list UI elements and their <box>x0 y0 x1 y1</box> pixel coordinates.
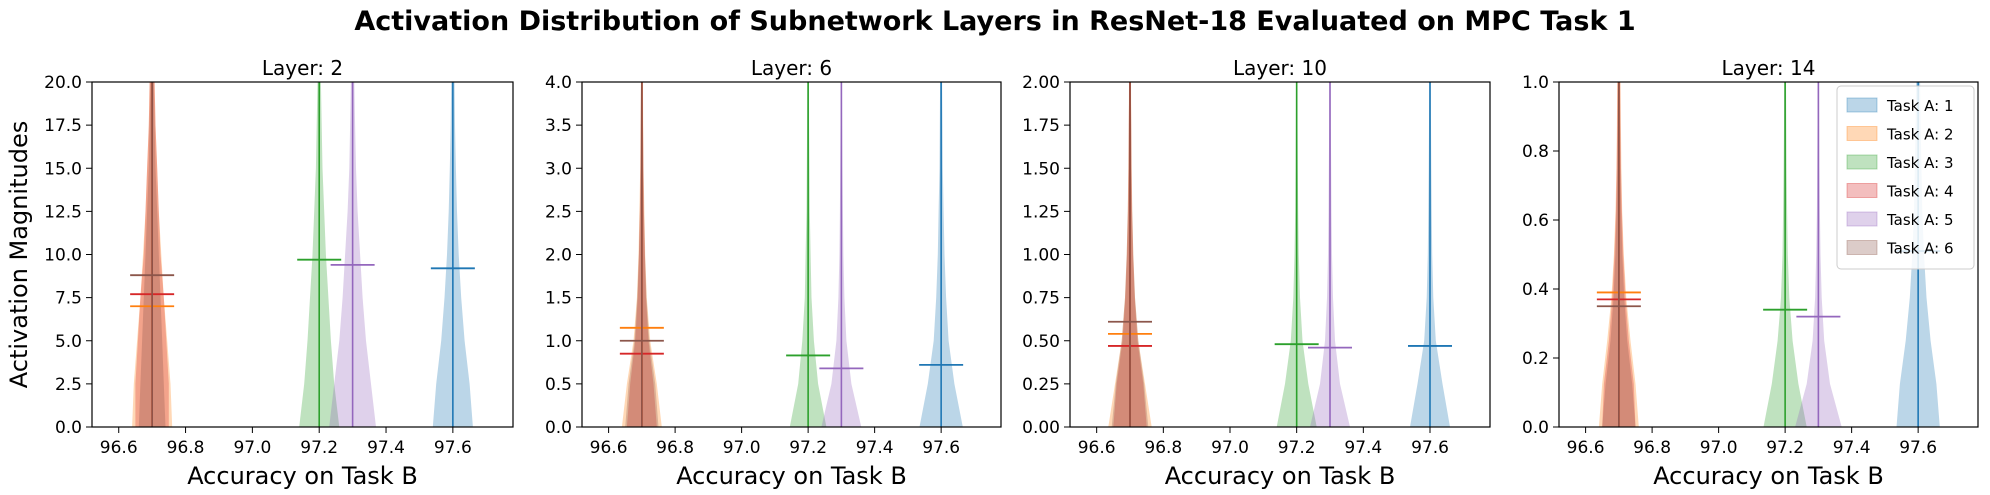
x-tick-label: 97.6 <box>1411 438 1449 458</box>
y-tick-label: 1.5 <box>545 289 572 309</box>
x-tick-label: 97.2 <box>1278 438 1316 458</box>
legend-label: Task A: 4 <box>1886 183 1954 201</box>
violins <box>619 82 964 427</box>
x-tick-label: 96.6 <box>590 438 628 458</box>
y-tick-label: 0.4 <box>1522 280 1549 300</box>
y-tick-label: 3.0 <box>545 159 572 179</box>
x-tick-label: 97.0 <box>723 438 761 458</box>
x-tick-label: 97.0 <box>1700 438 1738 458</box>
x-tick-label: 97.2 <box>1766 438 1804 458</box>
legend-label: Task A: 5 <box>1886 211 1954 229</box>
x-tick-label: 97.6 <box>1899 438 1937 458</box>
legend-box <box>1836 85 1975 270</box>
legend-swatch <box>1846 240 1878 255</box>
legend-label: Task A: 3 <box>1886 154 1954 172</box>
y-tick-label: 7.5 <box>55 289 82 309</box>
y-tick-label: 2.5 <box>545 202 572 222</box>
x-tick-label: 97.4 <box>367 438 405 458</box>
y-tick-label: 1.0 <box>1522 73 1549 93</box>
x-tick-label: 96.6 <box>1567 438 1605 458</box>
legend-swatch <box>1846 183 1878 198</box>
x-axis-label: Accuracy on Task B <box>676 462 907 490</box>
y-tick-label: 10.0 <box>44 246 82 266</box>
y-tick-label: 1.25 <box>1022 202 1060 222</box>
y-tick-label: 15.0 <box>44 159 82 179</box>
x-tick-label: 97.2 <box>789 438 827 458</box>
y-tick-label: 12.5 <box>44 202 82 222</box>
x-tick-label: 97.2 <box>300 438 338 458</box>
y-tick-label: 17.5 <box>44 116 82 136</box>
x-tick-label: 96.6 <box>1078 438 1116 458</box>
x-tick-label: 97.4 <box>856 438 894 458</box>
x-tick-label: 97.0 <box>233 438 271 458</box>
x-axis-label: Accuracy on Task B <box>1653 462 1884 490</box>
panel-title: Layer: 14 <box>1722 56 1816 80</box>
legend: Task A: 1 Task A: 2 Task A: 3 Task A: 4 Task… <box>1836 85 1975 270</box>
y-tick-label: 1.0 <box>545 332 572 352</box>
y-tick-label: 0.8 <box>1522 142 1549 162</box>
y-tick-label: 0.6 <box>1522 211 1549 231</box>
y-tick-label: 0.00 <box>1022 418 1060 438</box>
y-tick-label: 1.75 <box>1022 116 1060 136</box>
x-tick-label: 97.4 <box>1344 438 1382 458</box>
x-tick-label: 96.8 <box>1633 438 1671 458</box>
panel-2: 0.0 0.5 1.0 1.5 2.0 2.5 3.0 3.5 4.0 96.6 96.8 97.0 9… <box>545 56 1002 490</box>
y-tick-label: 0.50 <box>1022 332 1060 352</box>
axes-frame <box>1558 81 1979 428</box>
panel-title: Layer: 2 <box>262 56 343 80</box>
violins <box>130 82 475 427</box>
x-tick-label: 97.6 <box>922 438 960 458</box>
figure-title: Activation Distribution of Subnetwork La… <box>354 6 1635 37</box>
y-tick-label: 0.0 <box>55 418 82 438</box>
x-tick-label: 97.6 <box>434 438 472 458</box>
legend-swatch <box>1846 97 1878 113</box>
panel-1: 0.0 2.5 5.0 7.5 10.0 12.5 15.0 17.5 20.0 96.6 96.8… <box>5 56 514 490</box>
y-tick-label: 4.0 <box>545 73 572 93</box>
y-tick-label: 2.5 <box>55 375 82 395</box>
y-tick-label: 20.0 <box>44 73 82 93</box>
legend-swatch <box>1846 211 1878 227</box>
y-axis-label: Activation Magnitudes <box>5 121 33 388</box>
y-tick-label: 0.2 <box>1522 349 1549 369</box>
y-tick-label: 3.5 <box>545 116 572 136</box>
x-tick-label: 97.4 <box>1833 438 1871 458</box>
panel-title: Layer: 10 <box>1233 56 1327 80</box>
y-tick-label: 2.0 <box>545 246 572 266</box>
x-axis-label: Accuracy on Task B <box>187 462 418 490</box>
y-tick-label: 0.0 <box>545 418 572 438</box>
x-tick-label: 96.8 <box>1144 438 1182 458</box>
legend-swatch <box>1846 154 1878 170</box>
y-tick-label: 0.75 <box>1022 289 1060 309</box>
y-tick-label: 1.00 <box>1022 246 1060 266</box>
legend-label: Task A: 6 <box>1886 240 1954 258</box>
legend-label: Task A: 2 <box>1886 126 1954 144</box>
legend-swatch <box>1846 126 1878 141</box>
violins <box>1108 82 1452 427</box>
x-tick-label: 96.8 <box>656 438 694 458</box>
x-tick-label: 96.8 <box>167 438 205 458</box>
panel-title: Layer: 6 <box>751 56 832 80</box>
y-tick-label: 0.0 <box>1522 418 1549 438</box>
y-tick-label: 5.0 <box>55 332 82 352</box>
y-tick-label: 2.00 <box>1022 73 1060 93</box>
y-tick-label: 1.50 <box>1022 159 1060 179</box>
y-tick-label: 0.25 <box>1022 375 1060 395</box>
panel-3: 0.00 0.25 0.50 0.75 1.00 1.25 1.50 1.75 2.00 96.6… <box>1022 56 1491 490</box>
panel-4: 0.0 0.2 0.4 0.6 0.8 1.0 96.6 96.8 97.0 97.2 97.4 97… <box>1522 56 1979 490</box>
x-tick-label: 96.6 <box>100 438 138 458</box>
y-tick-label: 0.5 <box>545 375 572 395</box>
x-axis-label: Accuracy on Task B <box>1165 462 1396 490</box>
legend-label: Task A: 1 <box>1886 97 1954 115</box>
x-tick-label: 97.0 <box>1211 438 1249 458</box>
